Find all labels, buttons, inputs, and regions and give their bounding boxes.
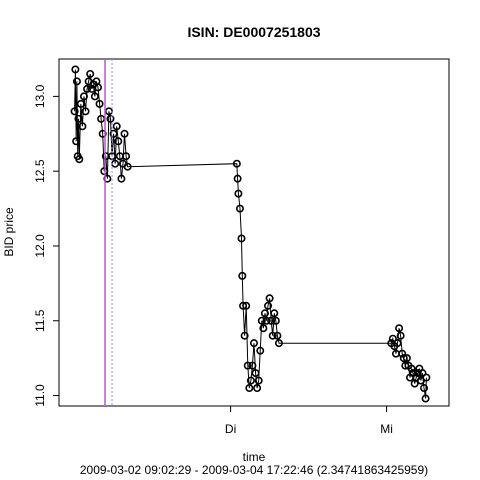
data-point — [100, 167, 109, 176]
chart-marks: 11.0 11.5 12.0 12.5 13.0 Di Mi — [33, 59, 431, 436]
series-line — [74, 69, 427, 399]
y-tick-label: 11.0 — [33, 384, 47, 407]
data-point — [407, 364, 416, 373]
data-point — [114, 137, 123, 146]
x-tick-label: Mi — [380, 422, 393, 436]
data-point — [78, 122, 87, 131]
data-point — [395, 324, 404, 333]
data-point — [251, 369, 260, 378]
data-point — [76, 99, 85, 108]
data-point — [257, 316, 266, 325]
data-point — [267, 316, 276, 325]
data-point — [421, 394, 430, 403]
data-point — [117, 174, 126, 183]
data-point — [393, 339, 402, 348]
data-point — [270, 309, 279, 318]
data-point — [240, 331, 249, 340]
data-point — [81, 107, 90, 116]
x-tick-label: Di — [225, 422, 236, 436]
data-point — [259, 324, 268, 333]
data-point — [233, 174, 242, 183]
data-point — [413, 369, 422, 378]
data-point — [83, 84, 92, 93]
data-point — [122, 152, 131, 161]
data-point — [72, 77, 81, 86]
data-point — [242, 301, 251, 310]
data-point — [388, 334, 397, 343]
data-point — [79, 92, 88, 101]
data-point — [239, 301, 248, 310]
data-point — [72, 137, 81, 146]
y-tick-label: 12.0 — [33, 234, 47, 258]
y-axis-label: BID price — [2, 207, 16, 257]
data-point — [265, 294, 274, 303]
data-point — [401, 361, 410, 370]
data-point — [235, 204, 244, 213]
data-point — [123, 162, 132, 171]
data-point — [238, 271, 247, 280]
data-point — [71, 65, 80, 74]
data-point — [109, 129, 118, 138]
y-tick-label: 13.0 — [33, 84, 47, 108]
data-point — [120, 129, 129, 138]
x-axis-label: time — [243, 450, 266, 464]
data-point — [106, 114, 115, 123]
data-point — [418, 369, 427, 378]
time-range-footer: 2009-03-02 09:02:29 - 2009-03-04 17:22:4… — [80, 463, 428, 477]
data-point — [86, 69, 95, 78]
data-point — [248, 361, 257, 370]
chart-title: ISIN: DE0007251803 — [187, 24, 320, 40]
data-point — [112, 122, 121, 131]
data-point — [232, 159, 241, 168]
data-point — [254, 376, 263, 385]
data-point — [234, 189, 243, 198]
data-point — [250, 339, 259, 348]
data-point — [95, 99, 104, 108]
data-point — [399, 354, 408, 363]
data-point — [94, 83, 103, 92]
data-point — [256, 346, 265, 355]
data-point — [74, 114, 83, 123]
plot-frame — [58, 58, 450, 407]
data-point — [422, 373, 431, 382]
data-point — [246, 376, 255, 385]
data-point — [402, 354, 411, 363]
data-point — [264, 301, 273, 310]
data-point — [420, 384, 429, 393]
data-point — [237, 234, 246, 243]
data-point — [90, 92, 99, 101]
data-point — [98, 129, 107, 138]
y-tick-label: 11.5 — [33, 309, 47, 332]
y-tick-label: 12.5 — [33, 159, 47, 183]
data-point — [398, 349, 407, 358]
data-point — [260, 309, 269, 318]
data-point — [262, 316, 271, 325]
data-point — [70, 107, 79, 116]
data-point — [268, 331, 277, 340]
data-point — [243, 361, 252, 370]
data-point — [396, 331, 405, 340]
data-point — [103, 174, 112, 183]
data-point — [273, 331, 282, 340]
data-point — [253, 384, 262, 393]
data-point — [274, 339, 283, 348]
data-point — [271, 316, 280, 325]
data-point — [75, 155, 84, 164]
data-point — [245, 384, 254, 393]
